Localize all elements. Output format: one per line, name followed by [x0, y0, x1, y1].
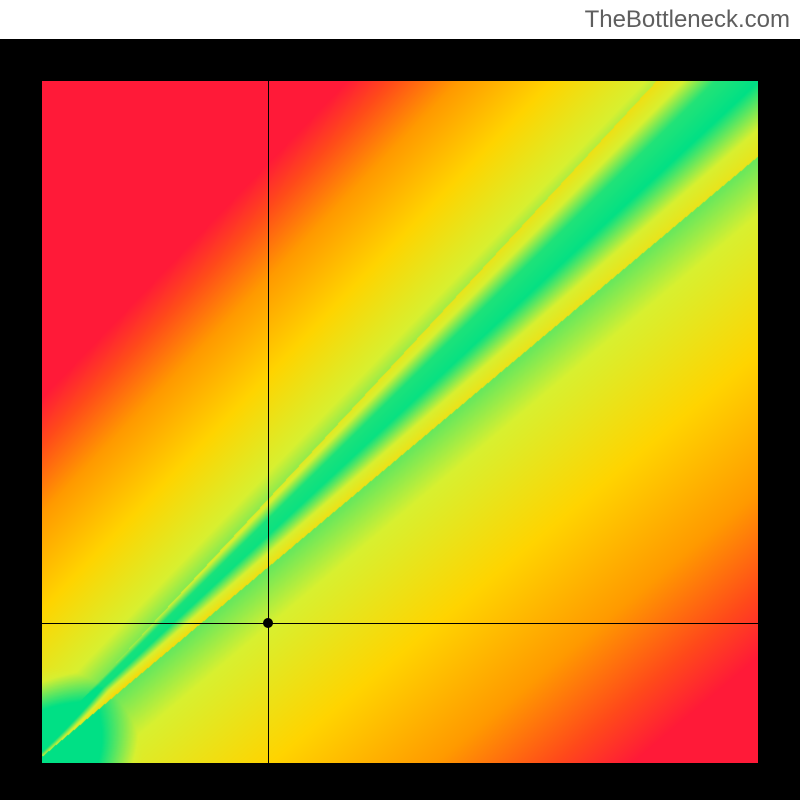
crosshair-vertical: [268, 81, 269, 763]
chart-frame: [0, 39, 800, 800]
heatmap-plot: [42, 81, 758, 763]
selected-point-marker: [263, 618, 273, 628]
heatmap-canvas: [42, 81, 758, 763]
crosshair-horizontal: [42, 623, 758, 624]
watermark-text: TheBottleneck.com: [585, 6, 790, 34]
